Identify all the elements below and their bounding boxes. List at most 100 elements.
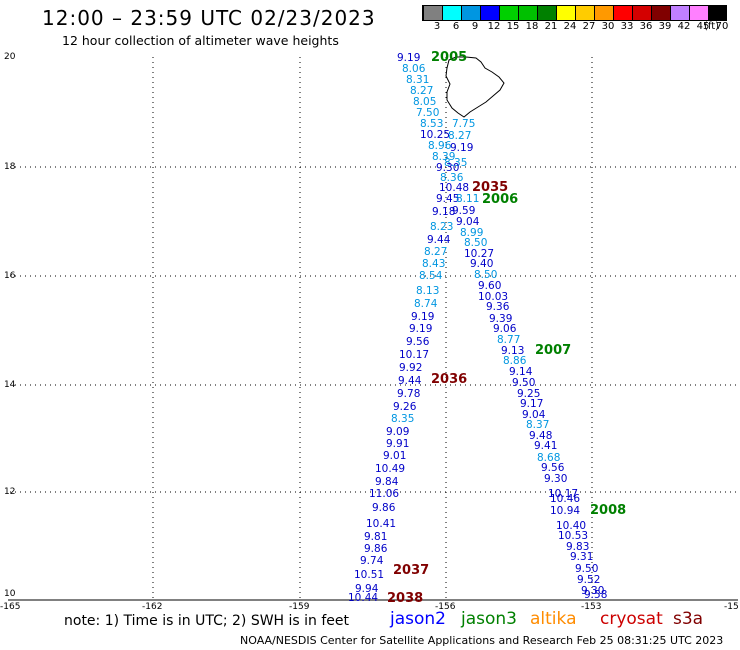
color-scale-label: 36	[639, 21, 653, 32]
wave-height-value: 9.50	[512, 377, 536, 389]
wave-height-value: 8.37	[526, 419, 550, 431]
color-scale-label: 24	[563, 21, 577, 32]
lon-label-156: -156	[435, 602, 456, 612]
wave-height-value: 9.74	[360, 555, 384, 567]
color-scale-label: 27	[582, 21, 596, 32]
wave-height-value: 9.45	[436, 193, 460, 205]
lat-label-16: 16	[4, 271, 16, 281]
pass-time-label: 2005	[431, 50, 468, 65]
color-scale-label: 18	[525, 21, 539, 32]
wave-height-value: 10.40	[556, 520, 587, 532]
wave-height-value: 9.19	[409, 323, 433, 335]
color-scale-label: 9	[471, 21, 479, 32]
map-grid	[10, 57, 738, 600]
wave-height-value: 8.50	[474, 269, 498, 281]
color-scale-label: 70	[715, 21, 729, 32]
color-scale-label: 12	[487, 21, 501, 32]
wave-height-value: 10.53	[558, 530, 589, 542]
wave-height-value: 8.54	[419, 270, 443, 282]
wave-height-value: 8.68	[537, 452, 561, 464]
wave-height-value: 9.50	[575, 563, 599, 575]
wave-height-value: 9.58	[584, 589, 608, 601]
pass-time-label: 2036	[431, 372, 468, 387]
footer-credit: NOAA/NESDIS Center for Satellite Applica…	[240, 634, 724, 647]
wave-height-value: 9.01	[383, 450, 407, 462]
wave-height-value: 9.30	[544, 473, 568, 485]
color-scale-swatch	[689, 6, 708, 20]
wave-height-value: 9.60	[478, 280, 502, 292]
wave-height-value: 9.41	[534, 440, 558, 452]
wave-height-value: 10.49	[375, 463, 406, 475]
wave-height-value: 8.06	[402, 63, 426, 75]
footer-note: note: 1) Time is in UTC; 2) SWH is in fe…	[64, 613, 350, 629]
wave-height-value: 10.17	[548, 488, 579, 500]
wave-height-value: 9.48	[529, 430, 553, 442]
lat-label-18: 18	[4, 162, 16, 172]
wave-height-value: 8.31	[406, 74, 430, 86]
wave-height-value: 9.30	[581, 585, 605, 597]
wave-height-value: 9.86	[372, 502, 396, 514]
wave-height-value: 7.50	[416, 107, 440, 119]
wave-height-value: 9.17	[520, 398, 544, 410]
lat-label-14: 14	[4, 380, 16, 390]
wave-height-value: 8.74	[414, 298, 438, 310]
color-scale-label: 42	[677, 21, 691, 32]
pass-time-label: 2006	[482, 192, 519, 207]
wave-height-value: 9.19	[411, 311, 435, 323]
wave-height-value: 8.27	[410, 85, 434, 97]
color-scale-swatch	[613, 6, 632, 20]
color-scale-label: 21	[544, 21, 558, 32]
page-title: 12:00 – 23:59 UTC 02/23/2023	[42, 6, 376, 30]
wave-height-value: 9.44	[427, 234, 451, 246]
wave-height-value: 9.19	[397, 52, 421, 64]
wave-height-value: 9.92	[399, 362, 423, 374]
wave-height-value: 9.36	[486, 301, 510, 313]
wave-height-value: 7.75	[452, 118, 476, 130]
wave-height-value: 10.46	[550, 493, 581, 505]
wave-height-value: 8.86	[503, 355, 527, 367]
wave-height-value: 9.81	[364, 531, 388, 543]
lon-label-153: -153	[581, 602, 602, 612]
wave-height-value: 9.04	[522, 409, 546, 421]
wave-height-value: 9.78	[397, 388, 421, 400]
wave-height-value: 8.96	[428, 140, 452, 152]
wave-height-value: 10.48	[439, 182, 470, 194]
wave-height-value: 10.51	[354, 569, 385, 581]
wave-height-value: 8.50	[464, 237, 488, 249]
wave-height-value: 10.17	[399, 349, 430, 361]
wave-height-value: 9.52	[577, 574, 601, 586]
wave-height-value: 9.40	[470, 258, 494, 270]
color-scale-label: 3	[433, 21, 441, 32]
color-scale-swatch	[594, 6, 613, 20]
mission-altika: altika	[530, 609, 577, 629]
color-scale-label: 30	[601, 21, 615, 32]
color-scale-label: 15	[506, 21, 520, 32]
wave-height-value: 8.27	[424, 246, 448, 258]
wave-height-value: 9.04	[456, 216, 480, 228]
wave-height-value: 9.44	[398, 375, 422, 387]
color-scale-swatch	[556, 6, 575, 20]
color-scale-swatch	[499, 6, 518, 20]
wave-height-value: 10.41	[366, 518, 397, 530]
wave-height-value: 9.09	[386, 426, 410, 438]
wave-height-value: 9.91	[386, 438, 410, 450]
pass-time-label: 2038	[387, 591, 424, 606]
wave-height-value: 9.56	[541, 462, 565, 474]
color-scale-swatch	[480, 6, 499, 20]
hawaii-island-outline	[445, 56, 505, 118]
wave-height-value: 8.27	[448, 130, 472, 142]
color-scale-swatch	[632, 6, 651, 20]
lat-label-12: 12	[4, 487, 16, 497]
wave-height-value: 8.99	[460, 227, 484, 239]
wave-height-value: 9.18	[432, 206, 456, 218]
wave-height-value: 8.53	[420, 118, 444, 130]
wave-height-value: 11.06	[369, 488, 400, 500]
pass-time-label: 2008	[590, 503, 627, 518]
pass-time-label: 2007	[535, 343, 572, 358]
lon-label-159: -159	[289, 602, 310, 612]
wave-height-value: 9.06	[493, 323, 517, 335]
color-scale-swatch	[670, 6, 689, 20]
color-scale-swatch	[708, 6, 727, 20]
wave-height-value: 9.56	[406, 336, 430, 348]
